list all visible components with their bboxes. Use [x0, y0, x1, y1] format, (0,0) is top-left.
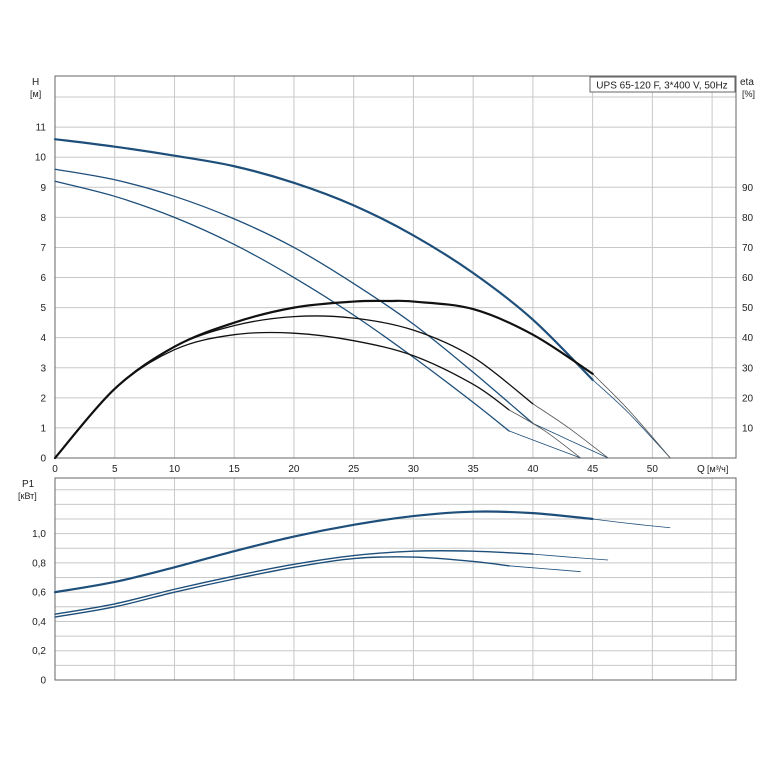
x-tick-label: 30	[408, 464, 420, 475]
head-curve-extension	[508, 430, 581, 459]
y-right-tick-label: 70	[742, 243, 754, 254]
p1-axis-unit: [кВт]	[18, 491, 37, 501]
x-tick-label: 40	[527, 464, 539, 475]
x-tick-label: 25	[348, 464, 360, 475]
y-left-axis-unit: [м]	[30, 89, 41, 99]
head-curve	[53, 138, 594, 381]
efficiency-curve-extension	[508, 409, 581, 459]
x-tick-label: 35	[468, 464, 480, 475]
chart-title-box	[589, 76, 736, 93]
head-curve-extension	[592, 379, 671, 459]
chart-title: UPS 65-120 F, 3*400 V, 50Hz	[596, 81, 727, 92]
y-left-tick-label: 2	[40, 393, 46, 404]
y-left-tick-label: 11	[36, 123, 47, 134]
y-right-tick-label: 60	[742, 273, 754, 284]
x-tick-label: 20	[288, 464, 300, 475]
efficiency-curve	[54, 331, 510, 459]
y-left-tick-label: 8	[40, 213, 46, 224]
x-tick-label: 50	[647, 464, 659, 475]
power-curve	[54, 550, 534, 615]
y-right-tick-label: 80	[742, 213, 754, 224]
y-left-tick-label: 0	[40, 454, 46, 465]
y-left-tick-label: 5	[40, 303, 46, 314]
y-right-axis-name: eta	[740, 77, 754, 88]
head-curve-extension	[532, 423, 609, 459]
x-tick-label: 45	[587, 464, 599, 475]
power-curve	[54, 556, 510, 618]
power-panel-curves	[53, 510, 671, 618]
y-left-tick-label: 7	[40, 243, 46, 254]
y-left-tick-label: 4	[40, 333, 46, 344]
x-axis-unit: [м³/ч]	[707, 464, 728, 474]
y-right-tick-label: 50	[742, 303, 754, 314]
power-curve	[53, 510, 594, 594]
head-curve	[54, 180, 510, 432]
p1-tick-label: 0,6	[32, 588, 46, 599]
power-panel-frame	[54, 477, 737, 681]
p1-tick-label: 1,0	[32, 529, 46, 540]
power-panel-ticks: 0 0,2 0,4 0,6 0,8 1,0	[32, 529, 46, 686]
y-left-tick-label: 6	[40, 273, 46, 284]
power-panel-grid	[55, 478, 736, 680]
y-left-tick-label: 10	[35, 153, 47, 164]
p1-tick-label: 0	[40, 676, 46, 687]
head-panel-curves	[53, 138, 671, 460]
x-tick-label: 10	[169, 464, 181, 475]
y-right-tick-label: 40	[742, 333, 754, 344]
x-tick-label: 5	[112, 464, 118, 475]
efficiency-curve-extension	[592, 373, 671, 459]
p1-tick-label: 0,2	[32, 646, 46, 657]
y-left-tick-label: 1	[40, 423, 46, 434]
power-curve-extension	[592, 518, 671, 529]
x-tick-label: 15	[229, 464, 241, 475]
p1-tick-label: 0,4	[32, 617, 46, 628]
head-panel-grid	[55, 76, 736, 458]
y-right-tick-label: 20	[742, 393, 754, 404]
y-left-axis-name: H	[32, 77, 39, 88]
y-right-tick-label: 90	[742, 183, 754, 194]
efficiency-curve-extension	[532, 403, 609, 459]
power-curve-extension	[508, 565, 581, 573]
y-right-tick-label: 10	[742, 423, 754, 434]
y-left-tick-label: 3	[40, 363, 46, 374]
head-curve	[54, 168, 534, 425]
power-curve-extension	[532, 553, 609, 561]
x-tick-label: 0	[52, 464, 58, 475]
head-panel-ticks: 0 5 10 15 20 25 30 35 40 45 5001234567891011102030…	[35, 123, 754, 475]
y-right-tick-label: 30	[742, 363, 754, 374]
y-left-tick-label: 9	[40, 183, 46, 194]
p1-tick-label: 0,8	[32, 558, 46, 569]
head-panel-frame	[54, 75, 737, 459]
p1-axis-name: P1	[22, 479, 35, 490]
efficiency-curve	[53, 299, 594, 460]
y-right-axis-unit: [%]	[742, 89, 755, 99]
x-axis-name: Q	[697, 464, 705, 475]
